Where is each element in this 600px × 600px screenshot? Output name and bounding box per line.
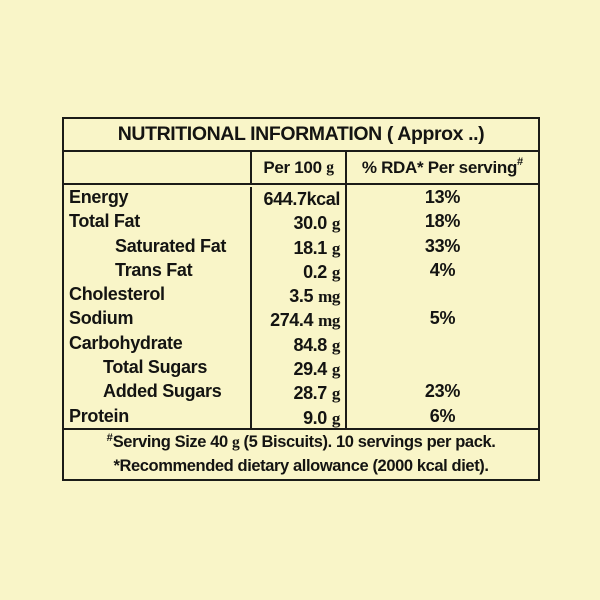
- nutrient-label: Sodium: [69, 308, 134, 329]
- nutrient-value-cell: 644.7kcal: [250, 187, 345, 212]
- nutrient-label: Energy: [69, 187, 129, 207]
- nutrient-value-cell: 9.0 g: [250, 405, 345, 430]
- footnote-rda-line: *Recommended dietary allowance (2000 kca…: [113, 457, 489, 476]
- nutrient-value-cell: 30.0 g: [250, 211, 345, 236]
- value-unit: g: [331, 384, 341, 404]
- nutrient-rda-percent: 23%: [345, 379, 538, 404]
- nutrient-label: Total Fat: [69, 211, 140, 232]
- table-grid: Per 100 g % RDA* Per serving # Energy 644.…: [64, 152, 538, 430]
- header-blank-cell: [64, 152, 250, 185]
- footnote-line1-rest: (5 Biscuits). 10 servings per pack.: [239, 433, 496, 452]
- value-number: 18.1: [293, 237, 327, 258]
- header-per-100g-unit: g: [326, 158, 334, 176]
- nutrient-value-cell: 84.8 g: [250, 332, 345, 358]
- value-number: 274.4: [270, 310, 314, 331]
- nutrient-value-cell: 28.7 g: [250, 381, 345, 406]
- footnote-line1-text: Serving Size 40: [112, 433, 232, 452]
- value-number: 9.0: [303, 407, 327, 428]
- value-unit: kcal: [306, 189, 341, 209]
- table-footnote: #Serving Size 40 g (5 Biscuits). 10 serv…: [64, 427, 538, 479]
- nutrient-rda-percent: 6%: [345, 403, 538, 428]
- nutrient-rda-percent: [345, 355, 538, 380]
- nutrient-rda-percent: 5%: [345, 306, 538, 331]
- nutrient-label: Carbohydrate: [69, 332, 183, 353]
- nutrient-value-cell: 274.4 mg: [250, 308, 345, 333]
- nutrient-rda-percent: 33%: [345, 233, 538, 258]
- header-per-100g-label: Per 100: [263, 157, 322, 177]
- nutrient-label: Total Sugars: [103, 357, 208, 378]
- footnote-serving-size-line: #Serving Size 40 g (5 Biscuits). 10 serv…: [107, 431, 496, 455]
- nutrient-label: Added Sugars: [103, 381, 222, 402]
- value-number: 644.7: [263, 189, 307, 209]
- nutrient-value-cell: 18.1 g: [250, 235, 345, 260]
- table-title: NUTRITIONAL INFORMATION ( Approx ..): [64, 119, 538, 152]
- value-unit: g: [331, 262, 341, 282]
- value-unit: g: [331, 214, 341, 234]
- nutrient-rda-percent: 13%: [345, 185, 538, 210]
- nutrient-value-cell: 3.5 mg: [250, 284, 345, 309]
- nutrient-rda-percent: 18%: [345, 209, 538, 234]
- value-unit: mg: [318, 311, 340, 331]
- nutrient-label: Saturated Fat: [115, 235, 227, 256]
- value-number: 28.7: [293, 383, 327, 404]
- footnote-superscript: #: [106, 432, 113, 445]
- nutrient-value-cell: 0.2 g: [250, 259, 345, 285]
- value-unit: g: [331, 408, 341, 428]
- header-per-100g: Per 100 g: [250, 152, 345, 185]
- value-number: 0.2: [303, 261, 327, 282]
- value-number: 84.8: [293, 334, 327, 355]
- header-rda-superscript: #: [517, 155, 524, 168]
- nutrient-rda-percent: [345, 282, 538, 307]
- header-rda-label: % RDA* Per serving: [361, 157, 518, 177]
- value-number: 30.0: [293, 213, 327, 234]
- value-number: 29.4: [293, 359, 327, 380]
- value-number: 3.5: [289, 286, 314, 307]
- value-unit: mg: [318, 287, 340, 307]
- nutrient-label: Trans Fat: [115, 259, 193, 280]
- nutrient-value-cell: 29.4 g: [250, 357, 345, 382]
- nutrient-rda-percent: 4%: [345, 257, 538, 283]
- nutrient-label: Cholesterol: [69, 284, 165, 305]
- value-unit: g: [331, 335, 341, 355]
- footnote-line1-unit: g: [231, 434, 240, 452]
- nutrition-information-table: NUTRITIONAL INFORMATION ( Approx ..) Per…: [62, 117, 540, 481]
- nutrient-label: Protein: [69, 405, 129, 426]
- value-unit: g: [331, 360, 341, 380]
- value-unit: g: [331, 238, 341, 258]
- header-rda-per-serving: % RDA* Per serving #: [345, 152, 538, 185]
- nutrient-rda-percent: [345, 330, 538, 356]
